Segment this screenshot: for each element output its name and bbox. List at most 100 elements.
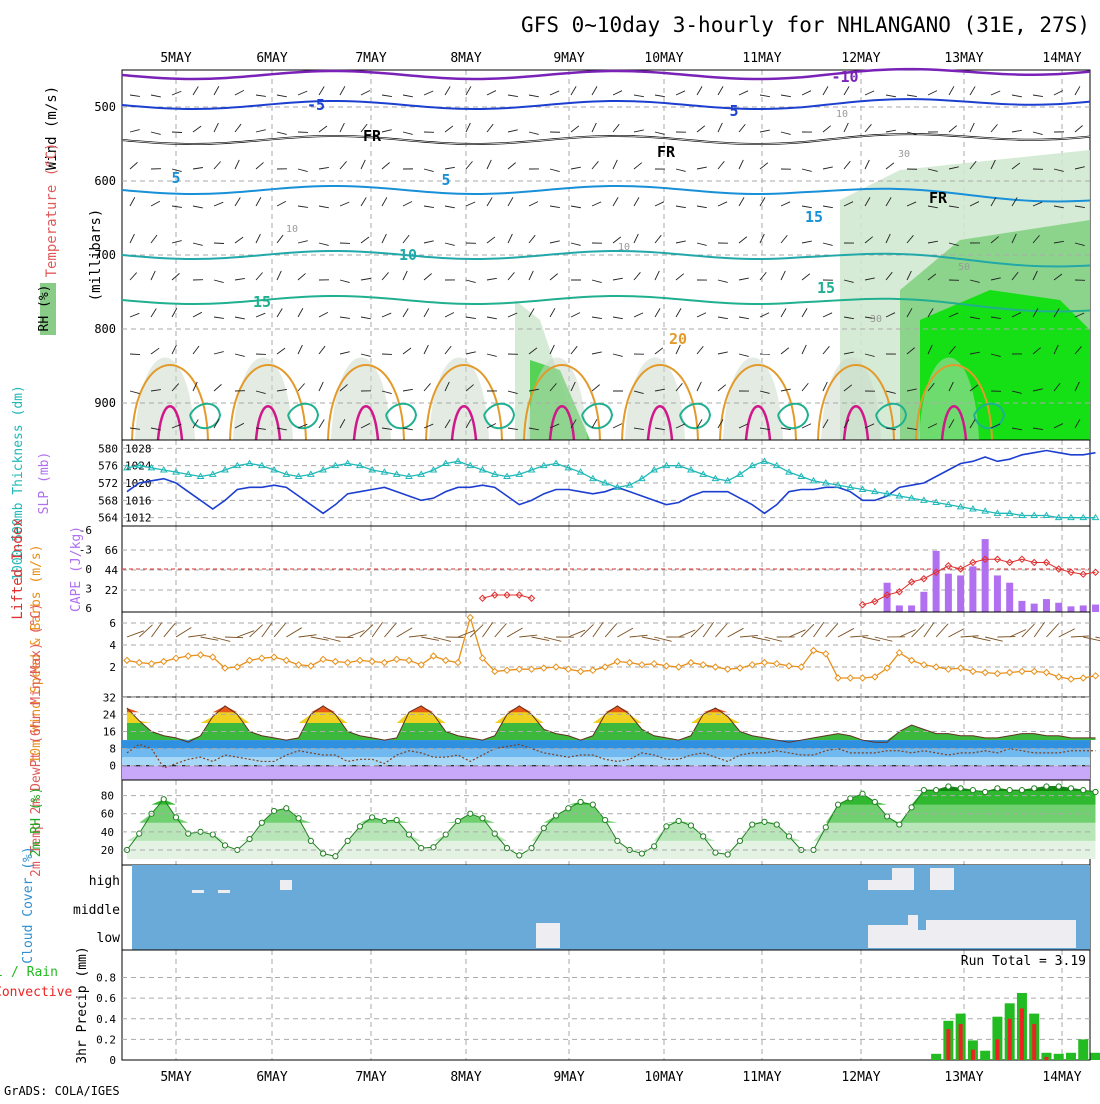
wind-barb [235, 90, 244, 95]
wind-barb [424, 274, 432, 280]
wind-barb [214, 86, 219, 95]
wind-barb [277, 132, 287, 134]
wind-barb [823, 313, 832, 317]
wind-barb [802, 345, 806, 354]
cape-bar [908, 605, 915, 612]
precip-bar-convective [1008, 1019, 1012, 1060]
wind-barb [193, 346, 199, 354]
rh-point [946, 784, 951, 789]
wind-barb [256, 197, 261, 206]
isotherm-line [122, 134, 1090, 144]
rh-point [921, 788, 926, 793]
y-tick-label: 564 [98, 512, 118, 525]
wind-speed-point [320, 656, 326, 662]
cloud-block [918, 930, 926, 948]
temp-contour-label: 15 [253, 293, 271, 311]
wind-speed-point [614, 659, 620, 665]
wind-barb [718, 385, 726, 391]
wind-barb [655, 132, 665, 134]
date-label-top: 11MAY [742, 51, 781, 66]
wind-barb [676, 241, 686, 243]
wind-barb [188, 635, 206, 637]
wind-barb [838, 628, 854, 637]
rh-contour-label: 50 [958, 262, 970, 273]
wind-barb [403, 389, 413, 391]
wind-barb [466, 161, 472, 169]
wind-barb [550, 274, 558, 280]
wind-barb [508, 163, 516, 169]
rh-point [333, 854, 338, 859]
wind-barb [508, 272, 514, 280]
wind-barb [703, 622, 713, 637]
wind-barb [760, 197, 765, 206]
wind-barb [1012, 130, 1022, 132]
rh-point [934, 788, 939, 793]
rh-point [357, 824, 362, 829]
wind-barb [634, 313, 643, 317]
cape-bar [1006, 583, 1013, 612]
wind-barb [487, 197, 492, 206]
wind-barb [844, 123, 848, 132]
wind-barb [781, 202, 790, 206]
isotherm-line [122, 69, 1090, 79]
wind-barb [676, 91, 685, 95]
wind-barb [470, 625, 483, 637]
wind-barb [654, 637, 671, 641]
rh-point [578, 799, 583, 804]
wind-barb [508, 130, 518, 132]
rh-shade-area [233, 358, 293, 441]
legend-convective: Convective [0, 985, 72, 1000]
wind-barb [508, 95, 518, 97]
wind-barb [760, 313, 769, 317]
wind-speed-point [676, 664, 682, 670]
wind-barb [823, 167, 833, 169]
wind-barb [613, 424, 622, 428]
wind-speed-point [1068, 676, 1074, 682]
rh-point [431, 845, 436, 850]
wind-barb [634, 234, 638, 243]
wind-barb [214, 317, 224, 318]
wind-barb [298, 91, 307, 95]
cloud-block [192, 890, 204, 893]
wind-barb [256, 313, 265, 317]
wind-barb [298, 273, 306, 280]
wind-barb [823, 346, 829, 354]
wind-barb [676, 308, 681, 317]
wind-barb [445, 243, 455, 245]
wind-barb [739, 124, 745, 132]
wind-barb [697, 167, 707, 169]
y-tick-label: 20 [101, 844, 114, 857]
temp-contour-label: FR [929, 189, 948, 207]
rh-point [173, 815, 178, 820]
date-label-top: 7MAY [355, 51, 386, 66]
rh-point [210, 832, 215, 837]
wind-barb [403, 271, 407, 280]
wind-speed-point [455, 660, 461, 666]
rh-point [688, 823, 693, 828]
precip-bar-total [1066, 1053, 1076, 1060]
wind-barb [728, 628, 744, 637]
wind-barb [403, 132, 413, 134]
wind-barb [823, 206, 833, 208]
wind-barb [319, 86, 324, 95]
temp-contour-label: 20 [669, 330, 687, 348]
wind-speed-point [1080, 675, 1086, 681]
y-tick-label: 6 [109, 617, 116, 630]
wind-barb [348, 630, 365, 637]
wind-barb [445, 167, 455, 169]
rh-contour-label: 10 [618, 242, 630, 253]
wind-speed-point [860, 675, 866, 681]
wind-speed-point [173, 655, 179, 661]
rh-point [1081, 788, 1086, 793]
wind-barb [948, 629, 964, 637]
wind-barb [613, 160, 617, 169]
wind-barb [1075, 86, 1080, 95]
precip-bar-total [1054, 1054, 1064, 1060]
wind-speed-point [504, 667, 510, 673]
wind-barb [319, 126, 327, 132]
wind-barb [529, 132, 539, 134]
wind-barb [382, 313, 391, 317]
wind-barb [487, 124, 493, 132]
rh-point [161, 797, 166, 802]
